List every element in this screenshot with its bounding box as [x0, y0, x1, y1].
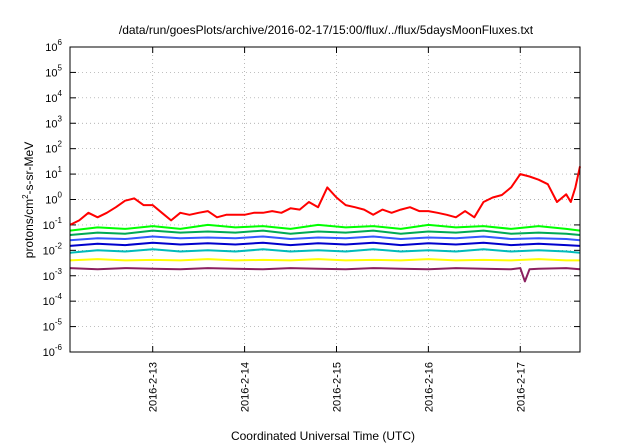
series-line-6 — [69, 248, 581, 254]
series-layer — [69, 166, 581, 283]
x-tick-label: 2016-2-14 — [240, 362, 252, 412]
x-tick-label: 2016-2-17 — [515, 362, 527, 412]
x-tick-label: 2016-2-15 — [331, 362, 343, 412]
series-line-2 — [69, 223, 581, 232]
plot-frame — [69, 46, 581, 353]
y-tick-label: 102 — [45, 140, 62, 156]
x-tick-label: 2016-2-13 — [148, 362, 160, 412]
x-tick-labels: 2016-2-13 2016-2-14 2016-2-15 2016-2-16 2016… — [148, 362, 528, 412]
series-line-8 — [69, 267, 581, 283]
y-tick-label: 10-6 — [43, 343, 63, 359]
y-tick-label: 101 — [45, 165, 62, 181]
grid-layer — [70, 46, 580, 353]
y-tick-labels: 10-6 10-5 10-4 10-3 10-2 10-1 100 101 102 103 104 1… — [43, 38, 63, 359]
y-tick-label: 10-5 — [43, 318, 63, 334]
y-tick-label: 10-1 — [43, 216, 63, 232]
chart-title: /data/run/goesPlots/archive/2016-02-17/1… — [119, 23, 534, 37]
y-tick-label: 10-4 — [43, 292, 63, 308]
series-line-7 — [69, 258, 580, 262]
y-tick-label: 100 — [45, 191, 62, 207]
y-tick-label: 10-3 — [43, 267, 63, 283]
y-tick-label: 105 — [45, 63, 62, 79]
x-axis-label: Coordinated Universal Time (UTC) — [231, 429, 415, 443]
y-axis-label: protons/cm2-s-sr-MeV — [21, 142, 36, 258]
y-tick-label: 104 — [45, 89, 62, 105]
y-tick-label: 106 — [45, 38, 62, 54]
y-tick-label: 10-2 — [43, 241, 63, 257]
series-line-3 — [69, 229, 581, 236]
series-line-5 — [69, 241, 581, 247]
series-line-4 — [69, 235, 581, 242]
y-tick-label: 103 — [45, 114, 62, 130]
series-line-1 — [69, 166, 581, 226]
x-tick-label: 2016-2-16 — [423, 362, 435, 412]
